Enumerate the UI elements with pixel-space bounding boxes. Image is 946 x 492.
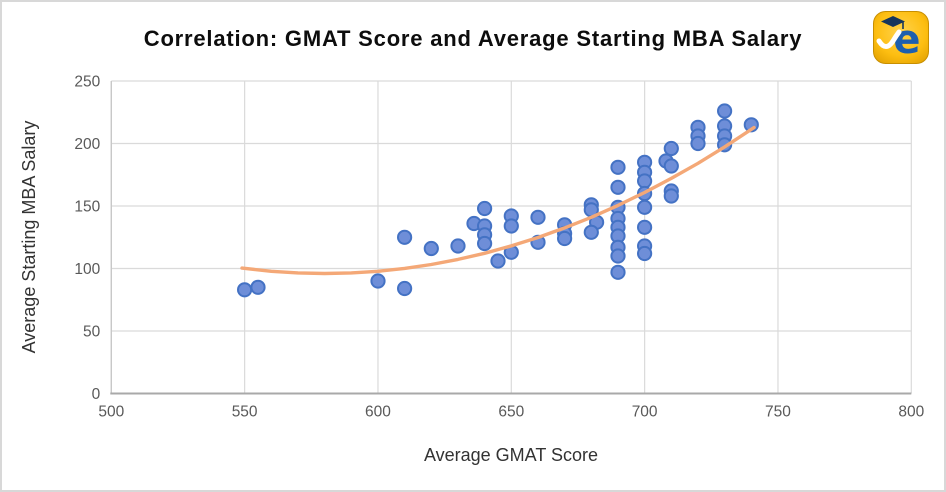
data-point [663, 140, 679, 157]
gridlines [110, 80, 912, 394]
logo-background [873, 11, 929, 64]
data-point [637, 245, 653, 262]
y-tick-labels: 0 50 100 150 200 250 [74, 74, 100, 404]
data-point [583, 224, 599, 240]
data-point [663, 188, 679, 204]
x-tick-label: 650 [498, 404, 524, 421]
data-point [610, 264, 626, 280]
x-tick-label: 500 [98, 404, 124, 421]
y-tick-label: 100 [74, 261, 100, 278]
x-tick-label: 800 [898, 404, 924, 421]
y-tick-label: 0 [92, 386, 101, 403]
data-point [663, 158, 679, 174]
x-tick-label: 550 [232, 404, 258, 421]
data-point [250, 279, 266, 295]
data-point [237, 282, 253, 298]
axis-lines [110, 81, 912, 395]
chart-title: Correlation: GMAT Score and Average Star… [143, 26, 803, 51]
data-point [490, 253, 506, 269]
data-point [637, 173, 653, 189]
y-tick-label: 150 [74, 199, 100, 216]
y-axis-title: Average Starting MBA Salary [19, 121, 39, 354]
egmat-logo-graphic: e [873, 11, 929, 64]
data-point [610, 159, 626, 175]
data-point [370, 273, 386, 289]
y-tick-label: 50 [83, 324, 101, 341]
data-point [717, 103, 733, 119]
data-point [423, 240, 439, 257]
x-tick-label: 600 [365, 404, 391, 421]
trendline [240, 125, 756, 276]
egmat-logo: e [873, 11, 929, 64]
logo-swoosh [876, 29, 902, 49]
y-tick-label: 200 [74, 136, 100, 153]
data-point [610, 179, 626, 195]
x-tick-label: 700 [632, 404, 658, 421]
data-point [397, 229, 413, 245]
data-points [237, 103, 759, 298]
data-point [477, 200, 493, 217]
data-point [637, 199, 653, 215]
data-point [477, 235, 493, 252]
data-point [637, 219, 653, 235]
data-point [690, 135, 706, 152]
x-tick-label: 750 [765, 404, 791, 421]
y-tick-label: 250 [74, 74, 100, 91]
data-point [530, 209, 546, 225]
data-point [503, 218, 519, 234]
data-point [450, 238, 466, 254]
data-point [557, 230, 573, 247]
data-point [397, 280, 413, 297]
logo-graduation-cap-icon [881, 16, 905, 27]
x-tick-labels: 500 550 600 650 700 750 800 [98, 404, 924, 421]
data-point [610, 248, 626, 264]
x-axis-title: Average GMAT Score [424, 445, 598, 465]
